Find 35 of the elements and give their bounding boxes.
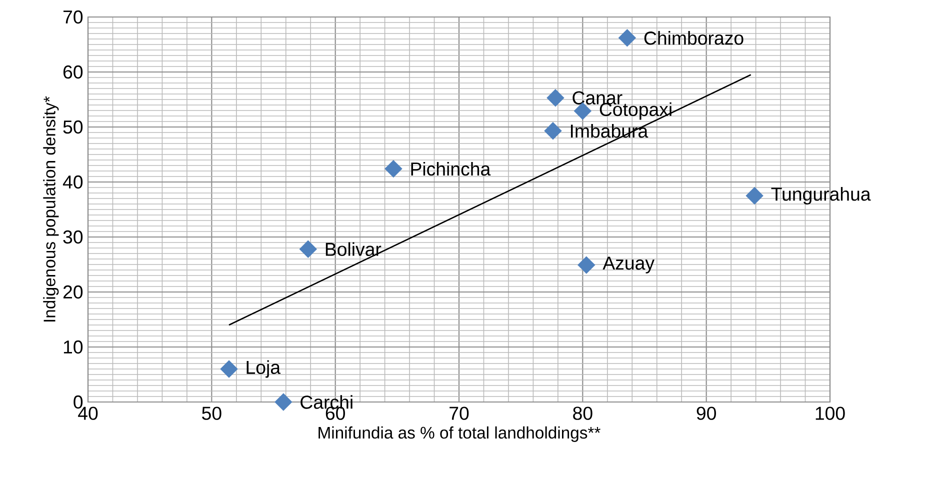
- point: [618, 29, 636, 47]
- annotation: Azuay: [602, 256, 654, 274]
- y-tick-label: 10: [64, 340, 83, 354]
- annotation: Cotopaxi: [600, 102, 672, 120]
- annotation: Chimborazo: [644, 31, 744, 45]
- annotation: Carchi: [300, 395, 352, 409]
- point: [544, 122, 562, 140]
- y-axis-title: Indigenous population density*: [43, 96, 59, 322]
- y-tick-label: 30: [63, 230, 83, 244]
- point: [384, 160, 402, 178]
- y-tick-label: 70: [63, 10, 83, 24]
- x-tick-label: 60: [326, 406, 345, 420]
- point: [274, 393, 292, 411]
- x-tick-label: 70: [450, 406, 469, 420]
- point: [220, 360, 238, 378]
- annotation: Pichincha: [411, 162, 491, 176]
- y-tick-label: 20: [63, 285, 83, 299]
- y-tick-label: 40: [62, 175, 83, 189]
- x-axis-title: Minifundia as % of total landholdings**: [318, 426, 600, 442]
- y-tick-label: 60: [63, 65, 83, 79]
- x-tick-label: 40: [78, 406, 98, 420]
- annotation: Canar: [572, 91, 622, 104]
- point: [746, 186, 764, 205]
- point: [578, 256, 596, 274]
- point: [299, 240, 317, 258]
- point: [546, 89, 564, 107]
- x-tick-label: 90: [696, 406, 716, 420]
- y-tick-label: 50: [63, 120, 83, 134]
- y-tick-label: 0: [74, 395, 83, 409]
- x-tick-label: 100: [816, 406, 845, 420]
- x-tick-label: 50: [202, 406, 222, 420]
- annotation: Loja: [246, 360, 281, 378]
- annotation: Bolivar: [326, 242, 382, 256]
- x-tick-label: 80: [573, 406, 592, 420]
- annotation: Tungurahua: [771, 187, 871, 204]
